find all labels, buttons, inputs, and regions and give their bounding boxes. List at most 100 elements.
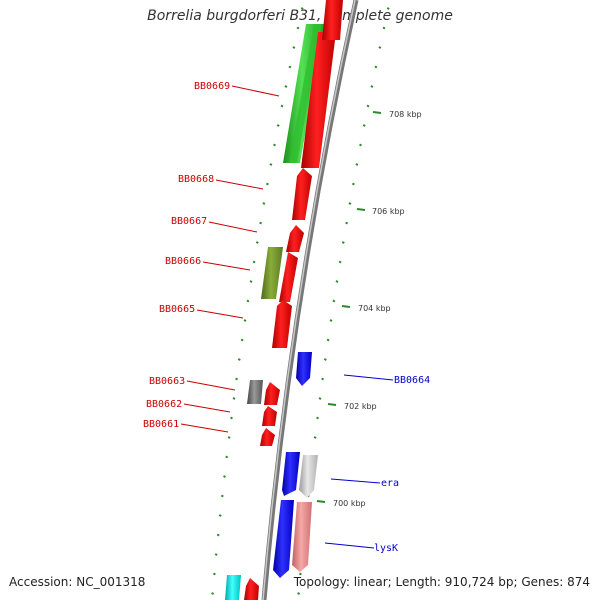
leader-line-bb0668 xyxy=(215,179,264,190)
scale-tick-mark xyxy=(327,403,337,406)
gene-label-bb0661[interactable]: BB0661 xyxy=(143,419,179,430)
tick-dot xyxy=(252,260,256,264)
gene-label-bb0668[interactable]: BB0668 xyxy=(178,174,214,185)
tick-dot xyxy=(318,397,322,400)
tick-dot xyxy=(240,338,244,342)
tick-dot xyxy=(218,514,222,517)
tick-dot xyxy=(332,299,336,303)
leader-lines xyxy=(180,85,394,549)
tick-dot xyxy=(259,221,263,225)
features-forward xyxy=(292,352,318,572)
tick-dot xyxy=(292,46,296,49)
tick-dot xyxy=(382,26,386,30)
gene-label-bb0662[interactable]: BB0662 xyxy=(146,399,182,410)
tick-dot xyxy=(298,572,302,576)
scale-tick-label: 700 kbp xyxy=(333,499,366,508)
tick-dot xyxy=(265,182,269,186)
scale-tick-label: 704 kbp xyxy=(358,304,391,313)
tick-dot xyxy=(329,319,333,322)
tick-dot xyxy=(296,26,300,30)
tick-dot xyxy=(227,436,231,439)
tick-dot xyxy=(246,299,250,303)
tick-dot xyxy=(230,416,233,420)
gene-red-top-feature xyxy=(301,32,336,168)
leader-line-bb0667 xyxy=(208,221,258,233)
gene-label-bb0664[interactable]: BB0664 xyxy=(394,375,430,386)
tick-dot xyxy=(345,221,349,225)
leader-line-bb0669 xyxy=(231,85,280,97)
genome-backbone xyxy=(261,0,359,600)
tick-dot xyxy=(269,163,273,166)
tick-dot xyxy=(232,397,236,400)
features-reverse xyxy=(225,0,343,600)
leader-line-bb0666 xyxy=(202,261,251,271)
gene-bb0664-feature xyxy=(296,352,312,386)
gene-labels-left: BB0669 BB0668 BB0667 BB0666 BB0665 BB066… xyxy=(143,81,230,430)
tick-dot xyxy=(300,7,304,10)
scale-tick-label: 702 kbp xyxy=(344,402,377,411)
tick-dot xyxy=(386,7,390,10)
tick-dot xyxy=(237,358,241,361)
gene-blue-bottom-left-feature xyxy=(273,500,294,578)
scale-tick-mark xyxy=(316,500,326,503)
gene-labels-right: BB0664 era lysK xyxy=(374,375,430,554)
outer-tick-track-left xyxy=(211,7,304,595)
tick-dot xyxy=(348,202,352,205)
gene-bb0663b-feature xyxy=(264,382,280,405)
leader-line-bb0665 xyxy=(196,309,244,319)
tick-dot xyxy=(321,377,325,381)
gene-red-top-upper xyxy=(322,0,343,40)
scale-tick-mark xyxy=(372,111,382,114)
gene-bb0665-feature xyxy=(272,300,292,348)
tick-dot xyxy=(262,202,266,205)
leader-line-bb0664 xyxy=(343,374,394,381)
tick-dot xyxy=(316,416,319,420)
gene-bb0669-feature-overlay xyxy=(289,24,322,163)
leader-line-bb0662 xyxy=(183,403,231,413)
scale-ticks: 708 kbp 706 kbp 704 kbp 702 kbp 700 kbp xyxy=(316,110,422,508)
gene-bb0661-feature xyxy=(260,428,275,446)
tick-dot xyxy=(366,104,370,108)
gene-label-bb0663[interactable]: BB0663 xyxy=(149,376,185,387)
leader-line-lysk xyxy=(324,542,375,549)
tick-dot xyxy=(288,65,292,69)
genome-summary-text: Topology: linear; Length: 910,724 bp; Ge… xyxy=(293,575,590,589)
tick-dot xyxy=(378,46,382,49)
gene-cyan-bottom-feature xyxy=(225,575,241,600)
gene-label-bb0666[interactable]: BB0666 xyxy=(165,256,201,267)
map-title: Borrelia burgdorferi B31, complete genom… xyxy=(147,8,453,24)
gene-label-bb0669[interactable]: BB0669 xyxy=(194,81,230,92)
gene-bb0667-feature xyxy=(286,225,304,252)
gene-bb0666-feature xyxy=(261,247,283,299)
gene-label-lysk[interactable]: lysK xyxy=(374,543,398,554)
tick-dot xyxy=(351,182,355,186)
gene-label-bb0667[interactable]: BB0667 xyxy=(171,216,207,227)
gene-bb0663-feature xyxy=(247,380,263,404)
tick-dot xyxy=(211,592,215,595)
accession-text: Accession: NC_001318 xyxy=(9,575,146,589)
tick-dot xyxy=(280,104,284,108)
tick-dot xyxy=(313,436,317,439)
tick-dot xyxy=(362,124,366,127)
tick-dot xyxy=(225,455,229,459)
tick-dot xyxy=(335,280,339,283)
gene-label-bb0665[interactable]: BB0665 xyxy=(159,304,195,315)
leader-line-bb0663 xyxy=(186,380,236,391)
scale-tick-label: 708 kbp xyxy=(389,110,422,119)
tick-dot xyxy=(249,280,253,283)
tick-dot xyxy=(355,163,359,166)
gene-lysk-feature xyxy=(292,502,312,572)
gene-blue-lower-left-feature xyxy=(282,452,300,496)
tick-dot xyxy=(374,65,378,69)
tick-dot xyxy=(276,124,280,127)
gene-bb0662-feature xyxy=(262,406,277,426)
tick-dot xyxy=(255,241,259,244)
gene-label-era[interactable]: era xyxy=(381,478,399,489)
tick-dot xyxy=(223,475,226,478)
leader-line-bb0661 xyxy=(180,423,229,433)
tick-dot xyxy=(284,85,288,88)
scale-tick-mark xyxy=(356,208,366,211)
tick-dot xyxy=(212,572,216,576)
tick-dot xyxy=(323,358,327,361)
